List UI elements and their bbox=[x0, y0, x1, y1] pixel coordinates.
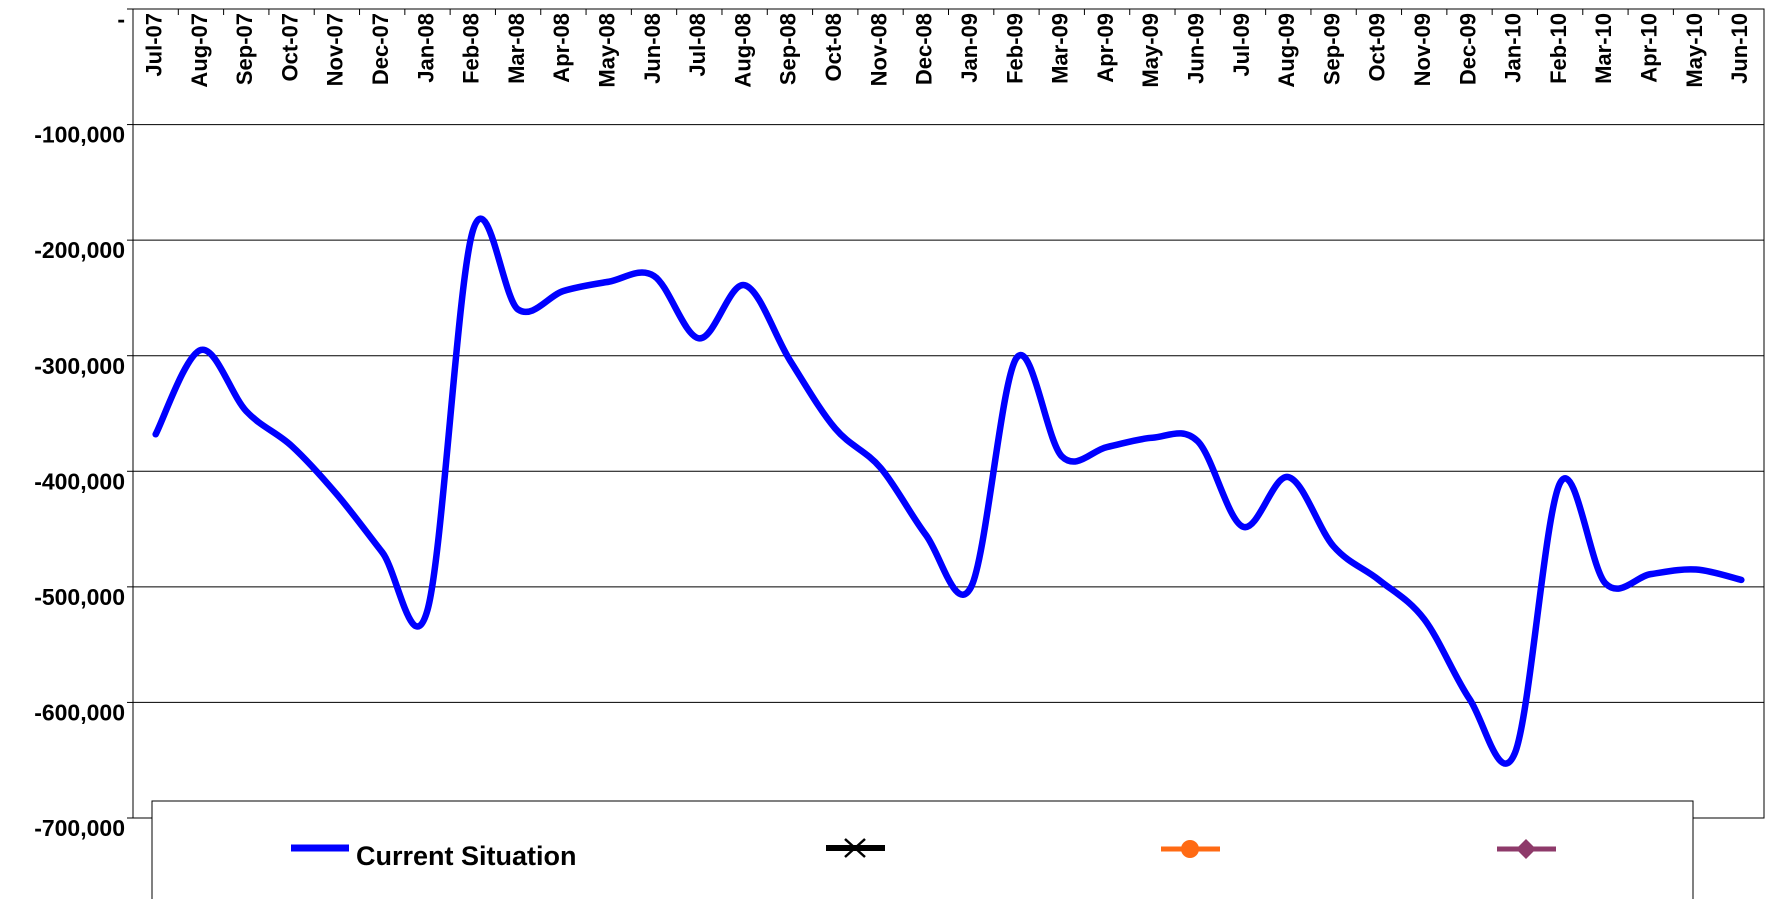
legend-label: Current Situation bbox=[356, 841, 577, 871]
x-tick-label: Mar-08 bbox=[504, 13, 529, 84]
legend-marker bbox=[1181, 840, 1199, 858]
x-tick-label: Dec-07 bbox=[368, 13, 393, 85]
x-tick-label: Apr-08 bbox=[549, 13, 574, 83]
y-tick-label: -400,000 bbox=[34, 468, 125, 494]
y-tick-label: -500,000 bbox=[34, 584, 125, 610]
x-tick-label: Jan-10 bbox=[1501, 13, 1526, 83]
legend-marker bbox=[1516, 839, 1536, 859]
x-tick-label: Oct-09 bbox=[1365, 13, 1390, 81]
x-tick-label: May-08 bbox=[595, 13, 620, 88]
x-tick-label: Dec-09 bbox=[1455, 13, 1480, 85]
x-tick-label: Feb-09 bbox=[1002, 13, 1027, 84]
x-tick-label: Sep-09 bbox=[1319, 13, 1344, 85]
x-tick-label: Oct-07 bbox=[277, 13, 302, 81]
x-tick-label: Aug-08 bbox=[730, 13, 755, 88]
x-tick-label: Dec-08 bbox=[912, 13, 937, 85]
x-tick-label: Jan-09 bbox=[957, 13, 982, 83]
y-tick-label: -100,000 bbox=[34, 122, 125, 148]
y-tick-label: -700,000 bbox=[34, 815, 125, 841]
y-tick-label: -300,000 bbox=[34, 353, 125, 379]
legend-box bbox=[151, 800, 1694, 899]
x-tick-label: Jun-10 bbox=[1727, 13, 1752, 84]
x-tick-label: Mar-10 bbox=[1591, 13, 1616, 84]
legend-decor bbox=[826, 838, 1556, 859]
x-tick-label: Aug-07 bbox=[187, 13, 212, 88]
x-tick-label: May-10 bbox=[1682, 13, 1707, 88]
legend-marker bbox=[844, 838, 866, 858]
series-line bbox=[152, 215, 1745, 767]
x-tick-label: Sep-08 bbox=[776, 13, 801, 85]
x-tick-label: Oct-08 bbox=[821, 13, 846, 81]
y-tick-label: -200,000 bbox=[34, 237, 125, 263]
x-tick-label: Apr-09 bbox=[1093, 13, 1118, 83]
x-tick-label: Apr-10 bbox=[1637, 13, 1662, 83]
x-tick-label: Aug-09 bbox=[1274, 13, 1299, 88]
x-tick-label: Nov-09 bbox=[1410, 13, 1435, 86]
x-tick-label: Jan-08 bbox=[413, 13, 438, 83]
x-tick-label: Jul-07 bbox=[141, 13, 166, 77]
y-tick-label: -600,000 bbox=[34, 700, 125, 726]
x-tick-label: May-09 bbox=[1138, 13, 1163, 88]
x-tick-label: Jun-09 bbox=[1183, 13, 1208, 84]
x-tick-label: Nov-07 bbox=[323, 13, 348, 86]
x-tick-label: Jul-08 bbox=[685, 13, 710, 77]
x-tick-label: Jul-09 bbox=[1229, 13, 1254, 77]
y-tick-label: - bbox=[117, 6, 125, 32]
x-tick-label: Mar-09 bbox=[1048, 13, 1073, 84]
plot-area bbox=[132, 8, 1765, 819]
x-tick-label: Sep-07 bbox=[232, 13, 257, 85]
x-tick-label: Feb-10 bbox=[1546, 13, 1571, 84]
x-tick-label: Nov-08 bbox=[866, 13, 891, 86]
x-tick-label: Feb-08 bbox=[459, 13, 484, 84]
x-tick-label: Jun-08 bbox=[640, 13, 665, 84]
